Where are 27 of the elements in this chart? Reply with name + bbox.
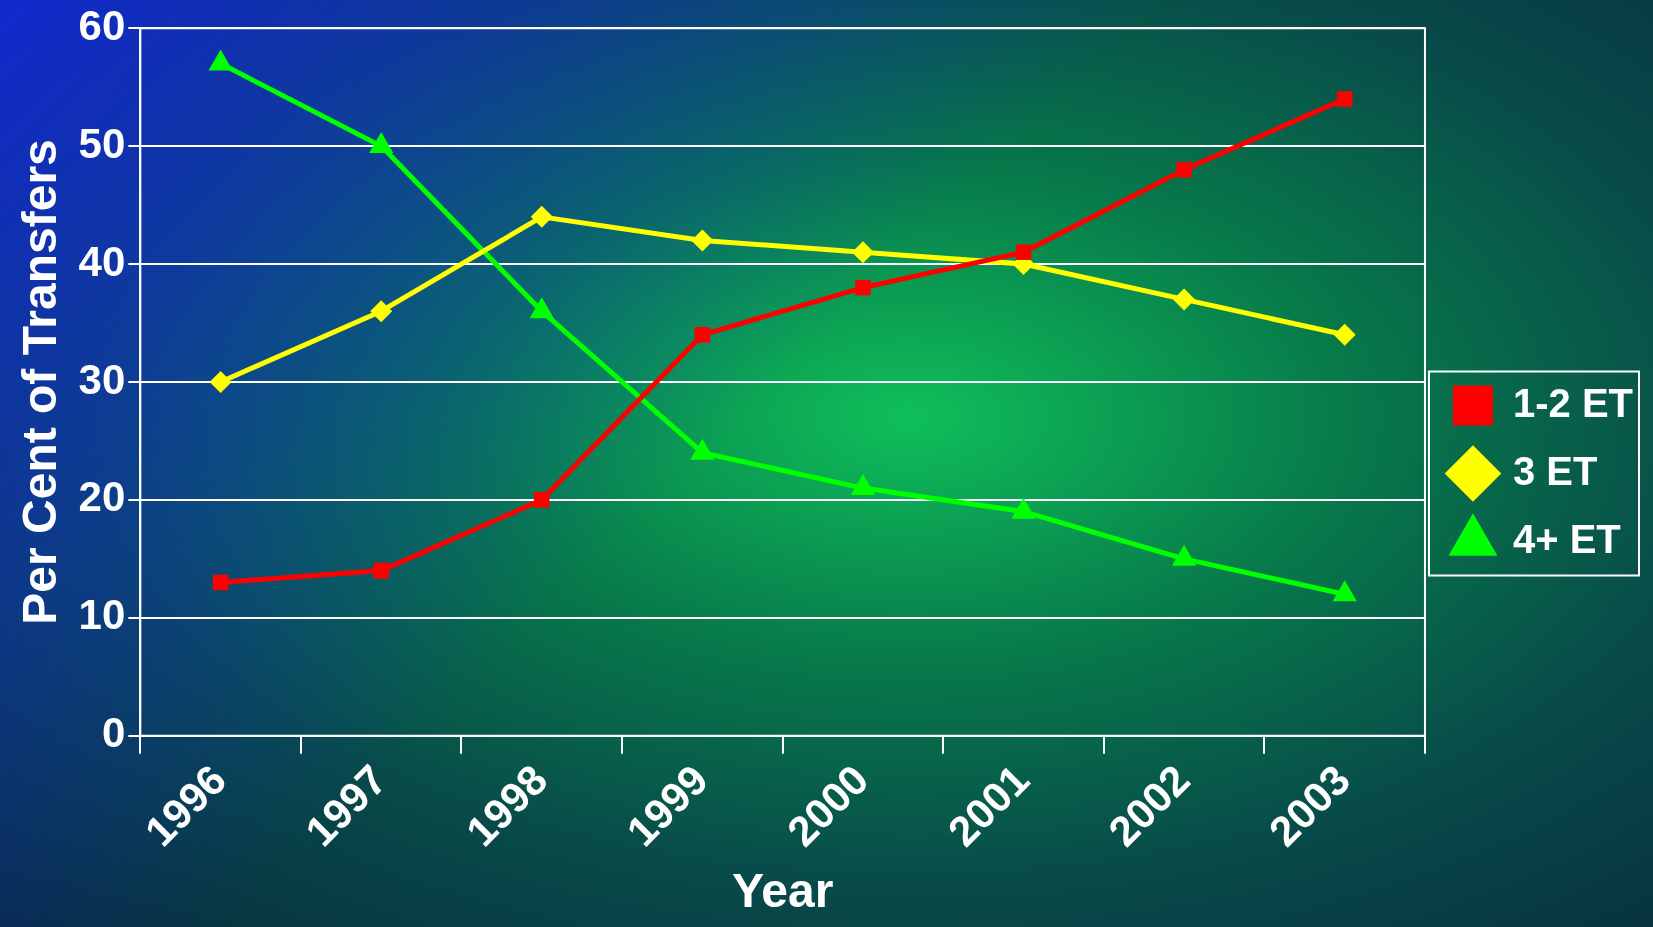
y-tick-label: 10 bbox=[78, 591, 126, 639]
x-axis-title: Year bbox=[731, 864, 834, 918]
point bbox=[851, 241, 874, 264]
y-tick-label: 0 bbox=[101, 709, 126, 757]
point bbox=[530, 205, 553, 228]
y-tick-label: 40 bbox=[78, 237, 126, 285]
point bbox=[373, 562, 389, 579]
point bbox=[1333, 323, 1356, 346]
point bbox=[694, 327, 711, 343]
legend-label: 3 ET bbox=[1512, 448, 1598, 493]
legend-label: 1-2 ET bbox=[1512, 380, 1634, 425]
y-axis-title: Per Cent of Transfers bbox=[13, 139, 67, 625]
y-tick-label: 30 bbox=[78, 355, 126, 403]
point bbox=[1176, 161, 1192, 178]
point bbox=[855, 279, 871, 296]
point bbox=[1336, 91, 1353, 107]
legend-label: 4+ ET bbox=[1512, 516, 1621, 561]
y-tick-label: 60 bbox=[78, 1, 126, 49]
point bbox=[370, 300, 393, 323]
point bbox=[1015, 244, 1032, 261]
point bbox=[691, 229, 714, 252]
y-tick-label: 20 bbox=[78, 473, 126, 521]
point bbox=[212, 574, 229, 591]
point bbox=[1173, 288, 1196, 311]
y-tick-label: 50 bbox=[78, 119, 126, 167]
point bbox=[209, 370, 232, 393]
point bbox=[533, 492, 550, 508]
